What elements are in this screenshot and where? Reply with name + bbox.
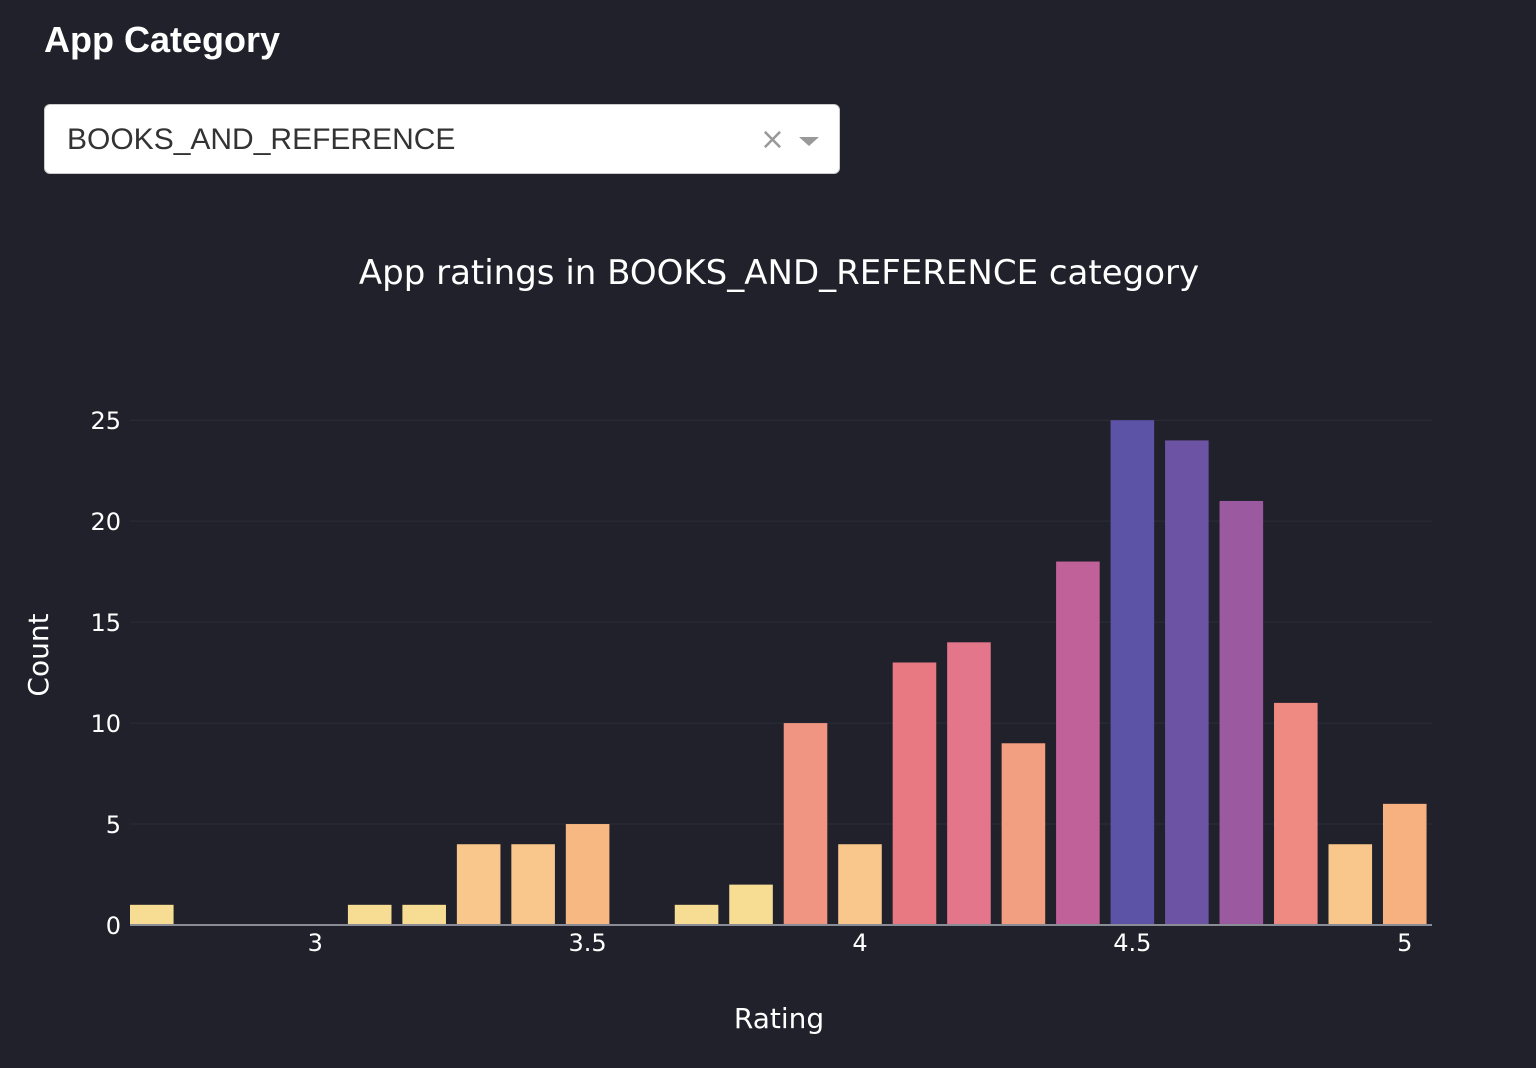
y-tick-label: 10 [90,710,121,738]
y-tick-label: 15 [90,609,121,637]
histogram-bar [130,904,174,925]
histogram-bar [1274,702,1318,925]
y-tick-label: 5 [106,811,121,839]
histogram-bar [402,904,446,925]
chart-title: App ratings in BOOKS_AND_REFERENCE categ… [359,253,1199,293]
histogram-bar [1382,803,1427,925]
x-tick-label: 3 [308,929,323,957]
chevron-down-icon[interactable] [799,137,819,146]
y-axis-title: Count [22,613,55,696]
histogram-bar [783,723,828,925]
histogram-bar [1001,743,1046,925]
x-axis-title: Rating [734,1002,824,1035]
histogram-bar [1165,440,1209,925]
category-dropdown[interactable]: BOOKS_AND_REFERENCE × [44,104,840,174]
x-tick-label: 3.5 [569,929,607,957]
dropdown-selected-value: BOOKS_AND_REFERENCE [67,123,456,156]
y-tick-label: 20 [90,508,121,536]
histogram-bar [1219,500,1264,925]
histogram-bar [674,904,719,925]
histogram-bar [1110,420,1155,925]
histogram-bar [565,824,610,925]
clear-icon[interactable]: × [759,122,785,157]
section-heading: App Category [44,19,281,60]
histogram-bar [729,884,773,925]
histogram-bar [892,662,937,925]
x-tick-label: 5 [1397,929,1412,957]
histogram-bar [511,844,555,925]
histogram-bar [456,844,501,925]
histogram-bar [347,904,392,925]
histogram-bar [1328,844,1373,925]
y-tick-label: 0 [106,912,121,940]
x-tick-label: 4 [852,929,867,957]
y-tick-label: 25 [90,407,121,435]
histogram-bar [1056,561,1100,925]
x-tick-label: 4.5 [1113,929,1151,957]
histogram-bar [838,844,882,925]
histogram-bar [947,642,991,925]
